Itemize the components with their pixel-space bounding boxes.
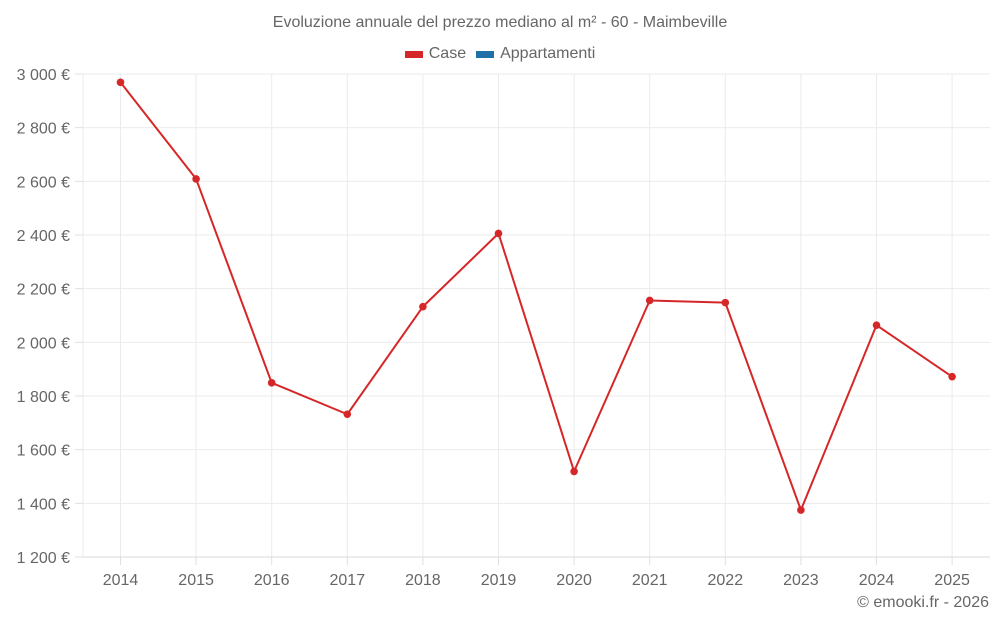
y-axis: 1 200 € 1 400 € 1 600 € 1 800 € 2 000 € 2 200… <box>17 67 83 567</box>
data-point[interactable] <box>797 506 805 514</box>
data-point[interactable] <box>872 321 881 329</box>
series-case <box>116 78 956 514</box>
data-point[interactable] <box>343 410 352 419</box>
legend-swatch-appartamenti <box>476 50 495 58</box>
y-tick-label: 3 000 € <box>17 67 70 84</box>
data-point[interactable] <box>116 78 125 87</box>
x-tick-label: 2024 <box>859 572 895 589</box>
data-point[interactable] <box>570 467 578 476</box>
legend: Case Appartamenti <box>0 45 1000 63</box>
data-point[interactable] <box>948 372 956 381</box>
legend-item-case[interactable]: Case <box>404 45 467 63</box>
y-tick-label: 1 800 € <box>17 389 70 406</box>
x-tick-label: 2014 <box>103 572 139 589</box>
y-tick-label: 1 600 € <box>17 443 70 460</box>
y-tick-label: 2 400 € <box>17 228 70 245</box>
legend-label-appartamenti: Appartamenti <box>500 45 596 62</box>
chart-title: Evoluzione annuale del prezzo mediano al… <box>272 14 728 31</box>
data-point[interactable] <box>419 302 427 311</box>
x-tick-label: 2023 <box>783 572 819 589</box>
x-tick-label: 2025 <box>934 572 970 589</box>
legend-swatch-case <box>404 50 423 58</box>
y-tick-label: 1 200 € <box>17 550 70 567</box>
data-point[interactable] <box>267 379 276 387</box>
line-case <box>119 81 953 512</box>
data-point[interactable] <box>494 229 503 238</box>
y-tick-label: 1 400 € <box>17 496 70 513</box>
x-tick-label: 2019 <box>481 572 517 589</box>
y-tick-label: 2 200 € <box>17 282 70 299</box>
x-tick-label: 2022 <box>708 572 744 589</box>
copyright-footer: © emooki.fr - 2026 <box>857 594 989 611</box>
y-tick-label: 2 800 € <box>17 121 70 138</box>
x-tick-label: 2018 <box>405 572 441 589</box>
legend-item-appartamenti[interactable]: Appartamenti <box>476 45 595 63</box>
legend-label-case: Case <box>428 45 467 62</box>
x-tick-label: 2015 <box>178 572 214 589</box>
x-tick-label: 2016 <box>254 572 290 589</box>
data-point[interactable] <box>721 298 730 307</box>
gridlines <box>82 73 990 557</box>
x-tick-label: 2021 <box>632 572 668 589</box>
x-tick-label: 2020 <box>556 572 592 589</box>
y-tick-label: 2 000 € <box>17 335 70 352</box>
y-tick-label: 2 600 € <box>17 174 70 191</box>
x-tick-label: 2017 <box>330 572 366 589</box>
data-point[interactable] <box>192 175 200 183</box>
x-axis: 2014 2015 2016 2017 2018 2019 2020 2021 2022 2023… <box>83 556 990 589</box>
data-point[interactable] <box>645 296 654 305</box>
